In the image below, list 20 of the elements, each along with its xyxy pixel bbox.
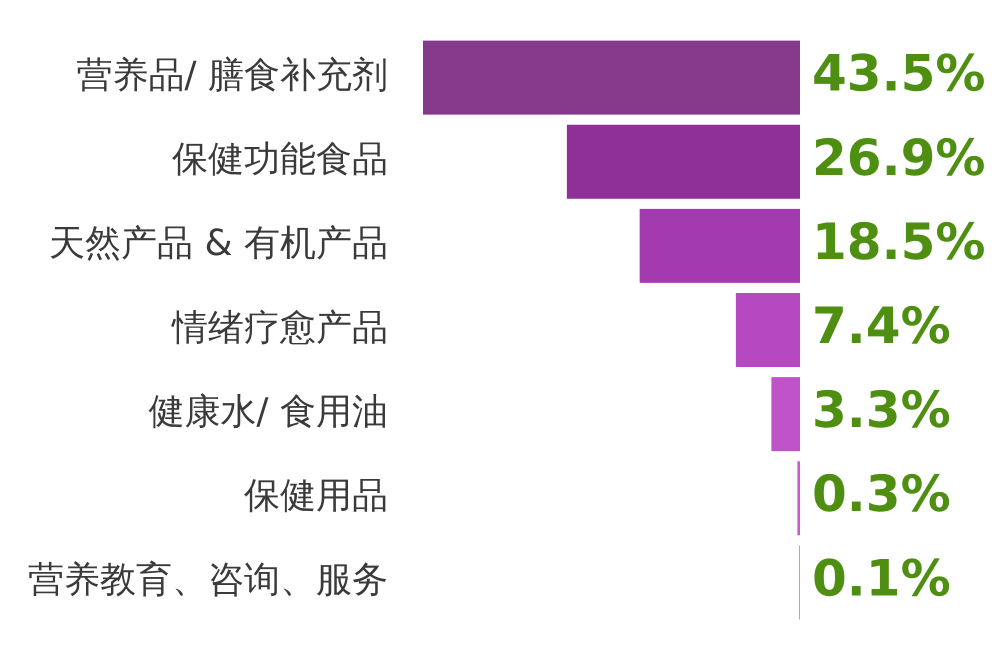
bar: [797, 461, 800, 536]
bar: [771, 377, 800, 452]
y-tick-label: 营养品/ 膳食补充剂: [76, 55, 388, 96]
data-label: 3.3%: [812, 381, 951, 440]
bar: [640, 208, 800, 283]
y-tick-label: 营养教育、咨询、服务: [28, 560, 388, 601]
data-label: 7.4%: [812, 296, 951, 355]
bar: [566, 124, 800, 199]
bar: [736, 292, 800, 368]
data-label: 26.9%: [812, 128, 986, 187]
y-tick-label: 健康水/ 食用油: [148, 391, 388, 432]
y-tick-label: 保健用品: [244, 476, 388, 517]
data-label: 18.5%: [812, 212, 986, 271]
bar: [423, 40, 800, 115]
y-tick-label: 保健功能食品: [172, 139, 388, 180]
data-label: 0.3%: [812, 465, 951, 524]
y-tick-label: 情绪疗愈产品: [171, 307, 388, 348]
y-tick-label: 天然产品 & 有机产品: [49, 223, 388, 264]
data-label: 0.1%: [812, 549, 951, 608]
data-label: 43.5%: [812, 44, 986, 103]
